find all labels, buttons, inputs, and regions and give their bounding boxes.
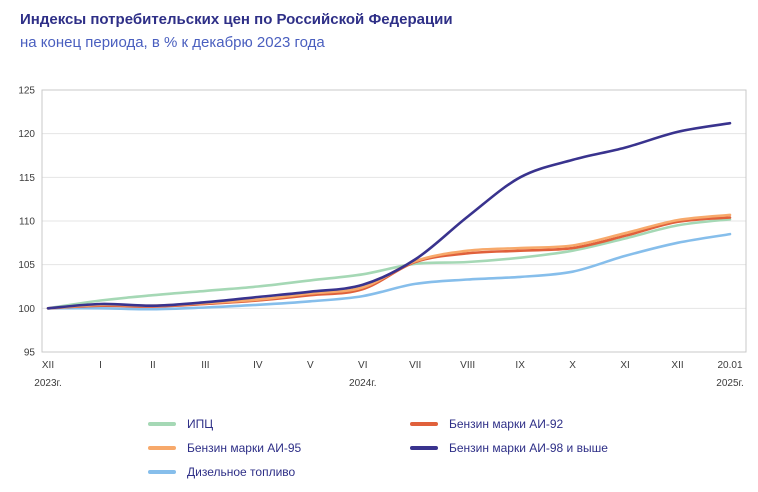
x-axis-label: III [201, 360, 209, 371]
legend-label: Бензин марки АИ-92 [449, 417, 564, 431]
x-axis-label: XII [671, 360, 683, 371]
line-chart: 95 100 105 110 115 120 125 XII I II III IV V VI VII VII… [0, 78, 758, 399]
series-line-4 [46, 232, 732, 311]
y-axis-label: 110 [19, 217, 35, 228]
y-axis-label: 100 [18, 304, 35, 315]
legend-marker-icon [148, 470, 176, 474]
series-line-3 [46, 121, 732, 310]
legend-item-3: Бензин марки АИ-98 и выше [410, 441, 758, 455]
legend-item-0: ИПЦ [148, 417, 410, 431]
year-label: 2024г. [349, 378, 376, 389]
legend-item-4: Дизельное топливо [148, 465, 410, 479]
year-label: 2023г. [34, 378, 61, 389]
chart-legend: ИПЦ Бензин марки АИ-92 Бензин марки АИ-95 Б… [148, 417, 758, 479]
legend-label: Бензин марки АИ-98 и выше [449, 441, 608, 455]
legend-marker-icon [148, 422, 176, 426]
x-axis-label: VI [358, 360, 367, 371]
x-axis-label: X [569, 360, 576, 371]
x-axis-label: IV [253, 360, 263, 371]
y-axis-label: 95 [24, 348, 36, 359]
y-axis-label: 105 [18, 260, 35, 271]
plot-border [41, 89, 747, 353]
legend-item-2: Бензин марки АИ-95 [148, 441, 410, 455]
x-axis-label: VII [409, 360, 421, 371]
x-axis-label: XI [620, 360, 629, 371]
legend-marker-icon [410, 446, 438, 450]
x-axis-label: IX [515, 360, 525, 371]
y-axis-label: 125 [18, 86, 35, 97]
chart-title: Индексы потребительских цен по Российско… [20, 11, 453, 28]
year-label: 2025г. [716, 378, 743, 389]
x-axis-label: 20.01 [717, 360, 742, 371]
x-axis-label: XII [42, 360, 54, 371]
series-line-0 [46, 218, 732, 310]
legend-marker-icon [148, 446, 176, 450]
x-axis-label: V [307, 360, 314, 371]
x-axis-label: VIII [460, 360, 475, 371]
x-axis-label: I [99, 360, 102, 371]
legend-item-1: Бензин марки АИ-92 [410, 417, 758, 431]
chart-header: Индексы потребительских цен по Российско… [0, 0, 758, 53]
legend-marker-icon [410, 422, 438, 426]
legend-label: Дизельное топливо [187, 465, 296, 479]
chart-subtitle: на конец периода, в % к декабрю 2023 год… [20, 34, 325, 51]
y-axis-label: 120 [18, 129, 35, 140]
legend-label: Бензин марки АИ-95 [187, 441, 302, 455]
y-axis-label: 115 [19, 173, 35, 184]
x-axis-label: II [150, 360, 156, 371]
legend-label: ИПЦ [187, 417, 214, 431]
